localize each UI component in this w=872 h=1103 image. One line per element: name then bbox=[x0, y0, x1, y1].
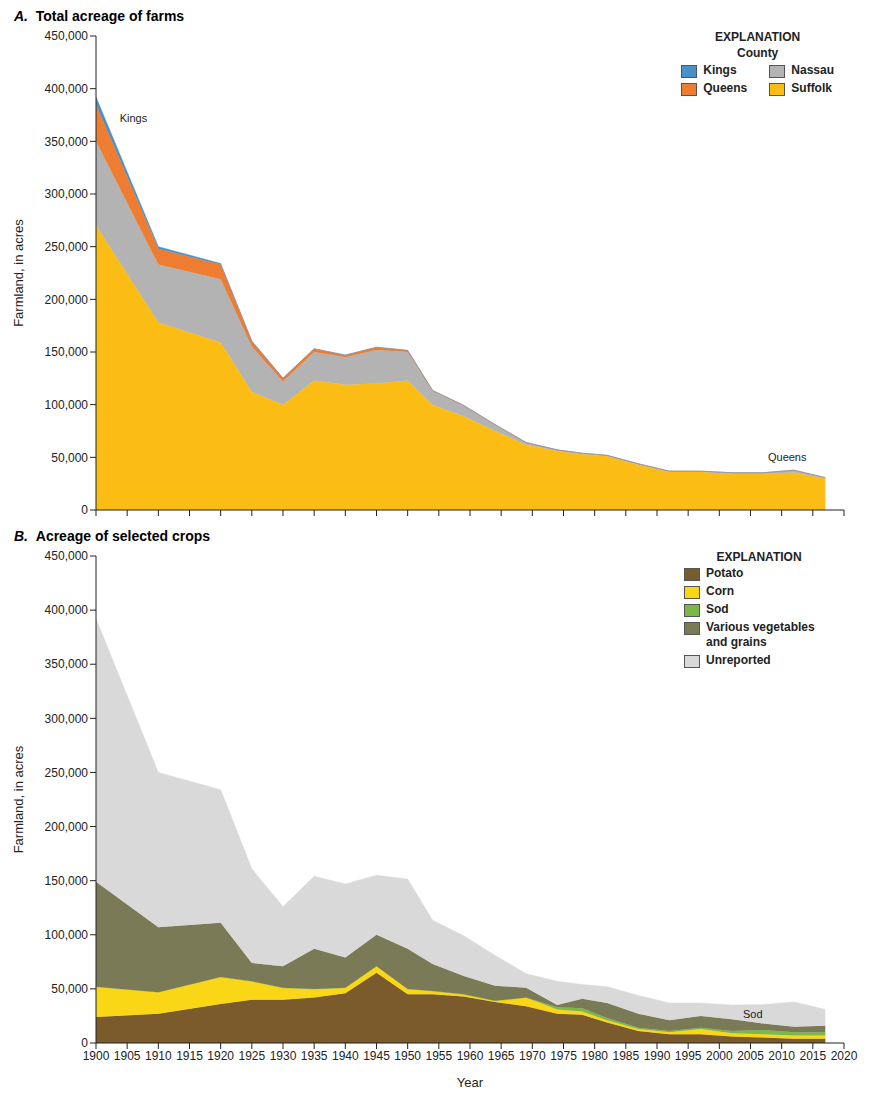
svg-text:1975: 1975 bbox=[550, 1049, 577, 1063]
svg-text:2020: 2020 bbox=[831, 1049, 858, 1063]
html-text:Suffolk: Suffolk bbox=[791, 81, 832, 95]
svg-text:100,000: 100,000 bbox=[45, 398, 89, 412]
svg-text:450,000: 450,000 bbox=[45, 29, 89, 43]
html-text:Corn: Corn bbox=[706, 584, 734, 598]
html-text:Kings: Kings bbox=[703, 63, 737, 77]
svg-text:350,000: 350,000 bbox=[45, 657, 89, 671]
svg-text:Sod: Sod bbox=[743, 1008, 763, 1020]
svg-text:1935: 1935 bbox=[301, 1049, 328, 1063]
svg-text:1930: 1930 bbox=[270, 1049, 297, 1063]
html-text:Nassau: Nassau bbox=[791, 63, 834, 77]
svg-text:Queens: Queens bbox=[768, 451, 807, 463]
svg-text:1910: 1910 bbox=[145, 1049, 172, 1063]
html-text:County: County bbox=[737, 46, 779, 60]
svg-text:1900: 1900 bbox=[83, 1049, 110, 1063]
svg-text:450,000: 450,000 bbox=[45, 549, 89, 563]
svg-text:0: 0 bbox=[81, 503, 88, 517]
html-text:Sod: Sod bbox=[706, 602, 729, 616]
svg-text:50,000: 50,000 bbox=[51, 982, 88, 996]
svg-text:2000: 2000 bbox=[706, 1049, 733, 1063]
svg-text:350,000: 350,000 bbox=[45, 135, 89, 149]
svg-text:150,000: 150,000 bbox=[45, 874, 89, 888]
html-text:Queens: Queens bbox=[703, 81, 748, 95]
svg-text:1985: 1985 bbox=[612, 1049, 639, 1063]
svg-text:1940: 1940 bbox=[332, 1049, 359, 1063]
svg-text:1960: 1960 bbox=[457, 1049, 484, 1063]
svg-text:250,000: 250,000 bbox=[45, 240, 89, 254]
svg-text:300,000: 300,000 bbox=[45, 187, 89, 201]
svg-text:200,000: 200,000 bbox=[45, 820, 89, 834]
html-text:A. Total acreage of farms: A. Total acreage of farms bbox=[14, 8, 185, 24]
svg-text:400,000: 400,000 bbox=[45, 603, 89, 617]
svg-text:0: 0 bbox=[81, 1036, 88, 1050]
svg-text:1945: 1945 bbox=[363, 1049, 390, 1063]
html-text:EXPLANATION: EXPLANATION bbox=[716, 550, 802, 564]
html-text:Potato: Potato bbox=[706, 566, 744, 580]
svg-text:200,000: 200,000 bbox=[45, 293, 89, 307]
svg-text:1920: 1920 bbox=[207, 1049, 234, 1063]
svg-text:400,000: 400,000 bbox=[45, 82, 89, 96]
svg-text:2015: 2015 bbox=[799, 1049, 826, 1063]
svg-text:100,000: 100,000 bbox=[45, 928, 89, 942]
svg-text:150,000: 150,000 bbox=[45, 345, 89, 359]
svg-text:300,000: 300,000 bbox=[45, 712, 89, 726]
svg-text:50,000: 50,000 bbox=[51, 451, 88, 465]
svg-text:Farmland, in acres: Farmland, in acres bbox=[11, 219, 26, 327]
svg-text:1965: 1965 bbox=[488, 1049, 515, 1063]
html-text:B. Acreage of selected crops: B. Acreage of selected crops bbox=[14, 528, 211, 544]
svg-text:1995: 1995 bbox=[675, 1049, 702, 1063]
svg-text:1970: 1970 bbox=[519, 1049, 546, 1063]
html-text:Various vegetables and grains: Various vegetables and grains bbox=[706, 620, 815, 649]
svg-text:1950: 1950 bbox=[394, 1049, 421, 1063]
svg-text:1955: 1955 bbox=[425, 1049, 452, 1063]
svg-text:Kings: Kings bbox=[120, 112, 148, 124]
svg-text:1925: 1925 bbox=[238, 1049, 265, 1063]
svg-text:2010: 2010 bbox=[768, 1049, 795, 1063]
svg-text:2005: 2005 bbox=[737, 1049, 764, 1063]
svg-text:1980: 1980 bbox=[581, 1049, 608, 1063]
svg-text:Year: Year bbox=[457, 1075, 484, 1090]
svg-text:1990: 1990 bbox=[644, 1049, 671, 1063]
html-text:Unreported: Unreported bbox=[706, 653, 771, 667]
svg-text:Farmland, in acres: Farmland, in acres bbox=[11, 745, 26, 853]
svg-text:1915: 1915 bbox=[176, 1049, 203, 1063]
html-text:EXPLANATION: EXPLANATION bbox=[715, 30, 801, 44]
svg-text:1905: 1905 bbox=[114, 1049, 141, 1063]
svg-text:250,000: 250,000 bbox=[45, 766, 89, 780]
